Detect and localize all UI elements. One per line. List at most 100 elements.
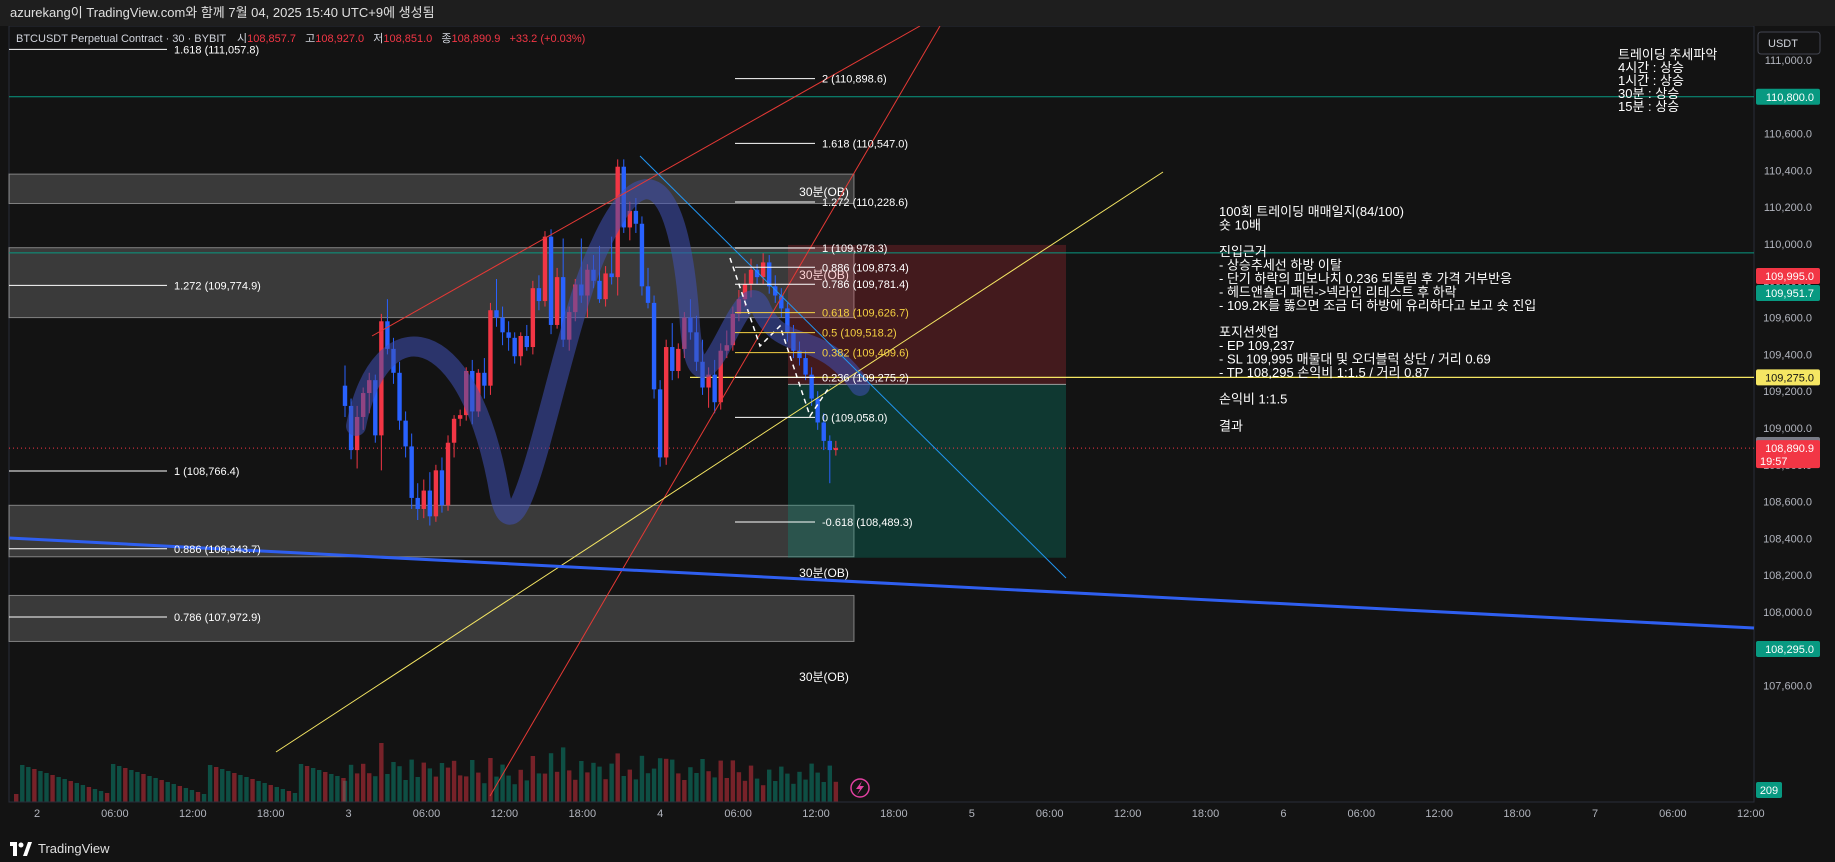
candle-body[interactable]	[827, 440, 832, 451]
volume-bar	[68, 781, 73, 802]
candle-body[interactable]	[651, 302, 657, 390]
candle-body[interactable]	[718, 350, 723, 403]
candle-body[interactable]	[439, 470, 445, 506]
candle-body[interactable]	[560, 277, 566, 340]
lightning-icon[interactable]	[850, 778, 870, 798]
candle-body[interactable]	[742, 284, 748, 300]
volume-bar	[171, 784, 176, 802]
candle-body[interactable]	[542, 236, 548, 302]
head-shoulders-pattern[interactable]	[346, 179, 870, 525]
long-term-trendline[interactable]	[8, 536, 1755, 630]
trend-drawings	[8, 26, 1755, 797]
candle-body[interactable]	[433, 470, 439, 517]
candle-body[interactable]	[403, 420, 408, 447]
volume-bar	[256, 781, 261, 802]
currency-selector[interactable]: USDT	[1757, 31, 1821, 55]
volume-bar	[274, 787, 279, 802]
order-block-zones: 30분(OB) 30분(OB) 30분(OB) 30분(OB)	[8, 173, 855, 684]
candle-body[interactable]	[706, 374, 711, 388]
candle-body[interactable]	[748, 269, 754, 285]
tradingview-logo[interactable]: TradingView	[10, 836, 110, 862]
candle-body[interactable]	[373, 380, 378, 436]
channel-line-upper[interactable]	[371, 26, 921, 337]
candle-body[interactable]	[779, 295, 784, 309]
candle-body[interactable]	[639, 223, 645, 287]
candle-body[interactable]	[627, 210, 633, 228]
volume-bar	[657, 758, 663, 802]
candle-body[interactable]	[767, 262, 772, 287]
candle-body[interactable]	[821, 422, 826, 441]
candle-body[interactable]	[488, 310, 493, 386]
volume-badge-label: 209	[1760, 785, 1778, 797]
candle-body[interactable]	[524, 336, 529, 348]
candle-body[interactable]	[518, 336, 523, 357]
candle-body[interactable]	[451, 418, 457, 443]
price-projection[interactable]	[729, 257, 831, 418]
fib-right-label: 0.382 (109,409.6)	[822, 348, 909, 360]
neckline[interactable]	[275, 171, 1164, 753]
trend-note-line: 4시간 : 상승	[1618, 60, 1684, 75]
candle-body[interactable]	[645, 286, 651, 303]
volume-bar	[323, 772, 328, 802]
price-chart[interactable]: 30분(OB) 30분(OB) 30분(OB) 30분(OB) 1.618 (111,…	[0, 26, 1835, 836]
volume-bar	[403, 780, 408, 802]
candle-body[interactable]	[457, 415, 463, 419]
candle-body[interactable]	[548, 236, 554, 325]
candle-body[interactable]	[809, 374, 814, 399]
price-axis[interactable]: 111,000.0 110,800.0 110,600.0 110,400.0 110,…	[1756, 55, 1820, 798]
price-tick-label: 108,000.0	[1763, 607, 1812, 619]
ohlc-close-value: 108,890.9	[451, 33, 500, 45]
order-block-zone[interactable]	[8, 173, 855, 205]
candle-body[interactable]	[603, 273, 608, 300]
volume-bar	[135, 772, 140, 802]
volume-bar	[464, 776, 469, 802]
candle-body[interactable]	[445, 442, 451, 506]
candle-body[interactable]	[536, 288, 542, 302]
take-profit-zone[interactable]	[788, 384, 1066, 558]
descending-trendline[interactable]	[639, 155, 1067, 579]
price-tick-label: 108,200.0	[1763, 570, 1812, 582]
order-block-zone[interactable]	[8, 247, 855, 319]
volume-bar	[110, 764, 116, 802]
candle-body[interactable]	[797, 350, 802, 359]
candle-body[interactable]	[785, 308, 790, 333]
fib-right-label: 0.886 (109,873.4)	[822, 262, 909, 274]
candle-body[interactable]	[421, 490, 426, 509]
candle-body[interactable]	[554, 277, 560, 325]
candle-body[interactable]	[597, 280, 602, 300]
candle-body[interactable]	[342, 385, 348, 406]
candle-body[interactable]	[500, 317, 505, 333]
candle-body[interactable]	[530, 288, 536, 348]
candle-body[interactable]	[494, 310, 499, 318]
candle-body[interactable]	[609, 273, 614, 278]
candle-body[interactable]	[760, 262, 766, 278]
candle-body[interactable]	[803, 358, 808, 375]
candle-body[interactable]	[754, 269, 760, 278]
candle-body[interactable]	[409, 446, 414, 498]
candle-body[interactable]	[506, 332, 511, 338]
order-block-zone[interactable]	[8, 594, 855, 642]
candle-body[interactable]	[712, 374, 717, 403]
candle-body[interactable]	[512, 337, 517, 357]
candle-body[interactable]	[773, 286, 778, 296]
candle-body[interactable]	[676, 348, 681, 371]
candle-body[interactable]	[482, 372, 487, 386]
journal-note-line: 포지션셋업	[1219, 325, 1279, 340]
time-axis[interactable]: 2 06:00 12:00 18:00 3 06:00 12:00 18:00 4 06:00 12…	[9, 801, 1765, 820]
volume-bar	[213, 767, 219, 802]
candle-body[interactable]	[815, 398, 820, 423]
volume-bar	[536, 773, 542, 802]
volume-bar	[730, 760, 736, 802]
candle-body[interactable]	[397, 372, 402, 421]
candle-body[interactable]	[663, 347, 669, 458]
candle-body[interactable]	[833, 448, 839, 451]
candle-body[interactable]	[633, 210, 639, 224]
ohlc-close-label: 종	[441, 33, 451, 45]
candle-body[interactable]	[415, 497, 420, 509]
candle-body[interactable]	[670, 347, 675, 371]
candle-body[interactable]	[427, 490, 433, 517]
candle-body[interactable]	[385, 321, 390, 349]
volume-bar	[62, 779, 67, 802]
channel-line-lower[interactable]	[489, 26, 941, 797]
candle-body[interactable]	[657, 389, 663, 458]
